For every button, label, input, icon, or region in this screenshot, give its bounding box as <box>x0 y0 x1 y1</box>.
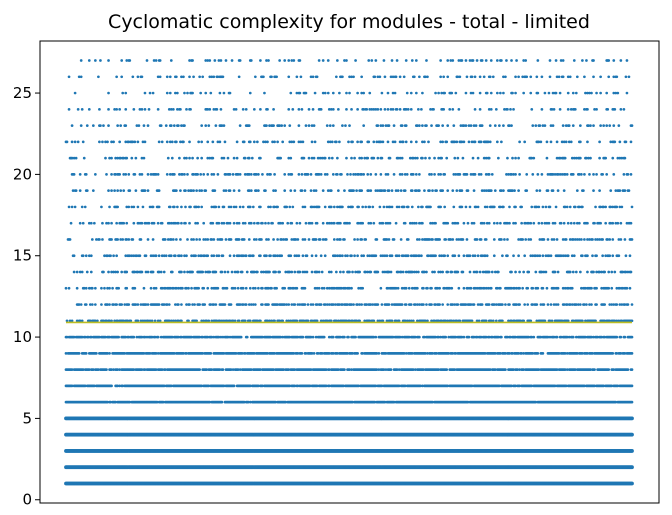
scatter-point <box>311 335 315 339</box>
scatter-point <box>156 335 160 339</box>
scatter-point <box>541 351 545 355</box>
scatter-point <box>105 368 108 371</box>
scatter-point <box>626 368 630 371</box>
scatter-point <box>301 335 305 339</box>
scatter-point <box>239 335 243 339</box>
scatter-point <box>593 368 596 371</box>
scatter-point <box>377 351 381 355</box>
scatter-point <box>630 432 634 437</box>
scatter-point <box>611 351 615 355</box>
scatter-point <box>198 368 201 371</box>
scatter-point <box>220 400 224 404</box>
scatter-point <box>300 351 304 355</box>
scatter-point <box>504 368 507 371</box>
scatter-point <box>356 351 359 355</box>
chart-title: Cyclomatic complexity for modules - tota… <box>108 11 590 33</box>
scatter-point <box>630 465 634 470</box>
scatter-point <box>209 351 213 355</box>
scatter-point <box>117 335 120 339</box>
scatter-point <box>630 351 634 355</box>
scatter-point <box>445 368 449 371</box>
scatter-point <box>77 351 81 355</box>
scatter-point <box>132 335 136 339</box>
scatter-point <box>110 384 113 388</box>
scatter-point <box>221 368 225 371</box>
scatter-point <box>630 481 634 486</box>
scatter-point <box>84 351 88 355</box>
scatter-point <box>536 351 540 355</box>
scatter-point <box>343 368 346 371</box>
scatter-point <box>232 384 236 388</box>
data-points <box>64 59 634 486</box>
scatter-point <box>108 351 111 355</box>
scatter-point <box>312 351 316 355</box>
scatter-point <box>630 384 634 388</box>
scatter-point <box>630 416 634 421</box>
scatter-point <box>630 400 634 404</box>
scatter-point <box>607 368 611 371</box>
scatter-point <box>245 335 249 339</box>
scatter-point <box>630 449 634 453</box>
scatter-point <box>389 368 393 371</box>
scatter-point <box>630 368 634 371</box>
scatter-point <box>95 351 98 355</box>
